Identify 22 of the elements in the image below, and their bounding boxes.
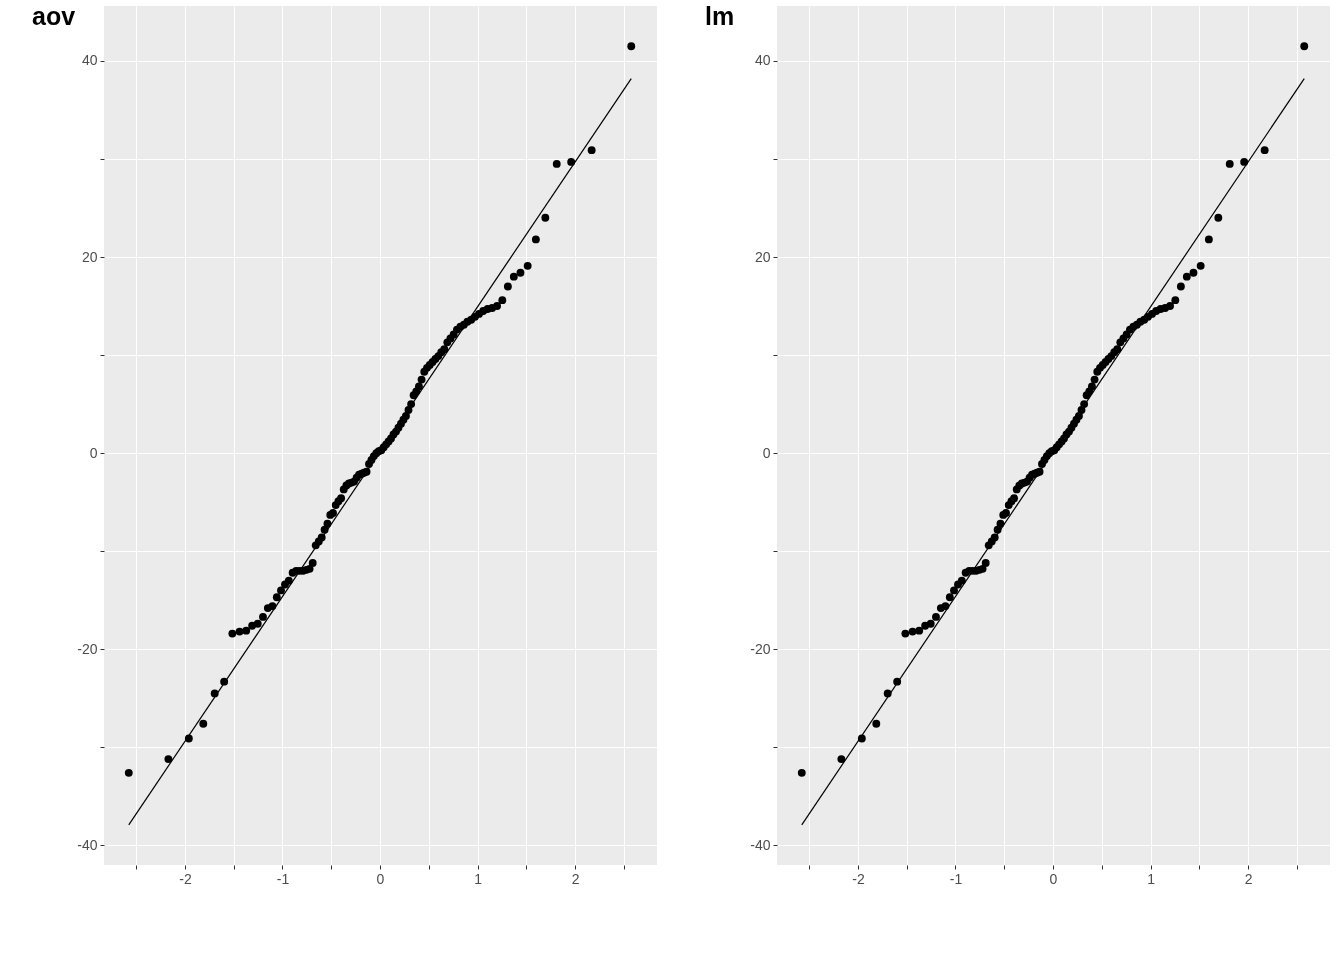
x-tick-label: -2 [179, 870, 192, 887]
y-tick-label: 20 [754, 248, 771, 265]
x-tick-label: -1 [276, 870, 290, 887]
y-tick-label: 0 [89, 444, 98, 461]
y-tick-label: -40 [750, 836, 771, 853]
x-tick-label: 1 [1147, 870, 1156, 887]
y-tick-label: 0 [762, 444, 771, 461]
x-tick-label: 0 [376, 870, 385, 887]
x-tick-label: -1 [949, 870, 963, 887]
y-tick-label: -40 [77, 836, 98, 853]
chart-title: lm [705, 2, 735, 30]
chart-title: aov [32, 2, 76, 30]
x-tick-label: 1 [474, 870, 483, 887]
y-tick-label: -20 [77, 640, 98, 657]
x-tick-label: 2 [1244, 870, 1253, 887]
y-tick-label: 40 [754, 52, 771, 69]
x-tick-label: 2 [571, 870, 580, 887]
y-tick-label: 40 [81, 52, 98, 69]
x-tick-label: 0 [1049, 870, 1058, 887]
x-tick-label: -2 [852, 870, 865, 887]
y-tick-label: 20 [81, 248, 98, 265]
y-tick-label: -20 [750, 640, 771, 657]
